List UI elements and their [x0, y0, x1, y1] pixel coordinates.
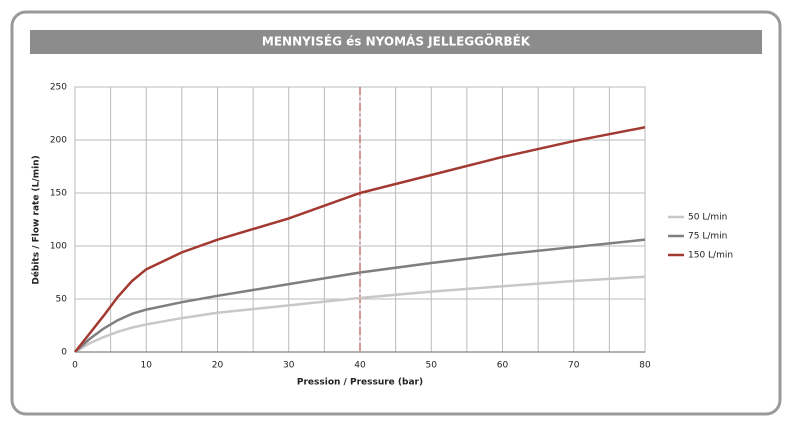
legend-label: 75 L/min [688, 232, 727, 242]
chart-title: MENNYISÉG és NYOMÁS JELLEGGÖRBÉK [262, 34, 531, 49]
x-axis-label: Pression / Pressure (bar) [297, 378, 423, 388]
x-tick-label: 0 [72, 361, 78, 371]
series-line [74, 238, 646, 353]
y-tick-label: 0 [61, 348, 67, 358]
y-tick-label: 250 [50, 83, 67, 93]
x-tick-label: 60 [497, 361, 509, 371]
y-tick-label: 200 [50, 136, 67, 146]
x-tick-label: 30 [283, 361, 295, 371]
y-axis-label: Débits / Flow rate (L/min) [31, 155, 42, 284]
x-tick-label: 20 [212, 361, 224, 371]
y-tick-label: 50 [56, 295, 68, 305]
series-line [74, 275, 646, 354]
series-line [74, 126, 646, 353]
x-tick-label: 50 [426, 361, 438, 371]
y-tick-label: 100 [50, 242, 67, 252]
x-tick-label: 10 [141, 361, 153, 371]
x-tick-label: 40 [354, 361, 366, 371]
title-bar [30, 30, 762, 54]
legend-label: 150 L/min [688, 251, 733, 261]
x-tick-label: 80 [639, 361, 651, 371]
legend-label: 50 L/min [688, 213, 727, 223]
y-tick-label: 150 [50, 189, 67, 199]
x-tick-label: 70 [568, 361, 580, 371]
